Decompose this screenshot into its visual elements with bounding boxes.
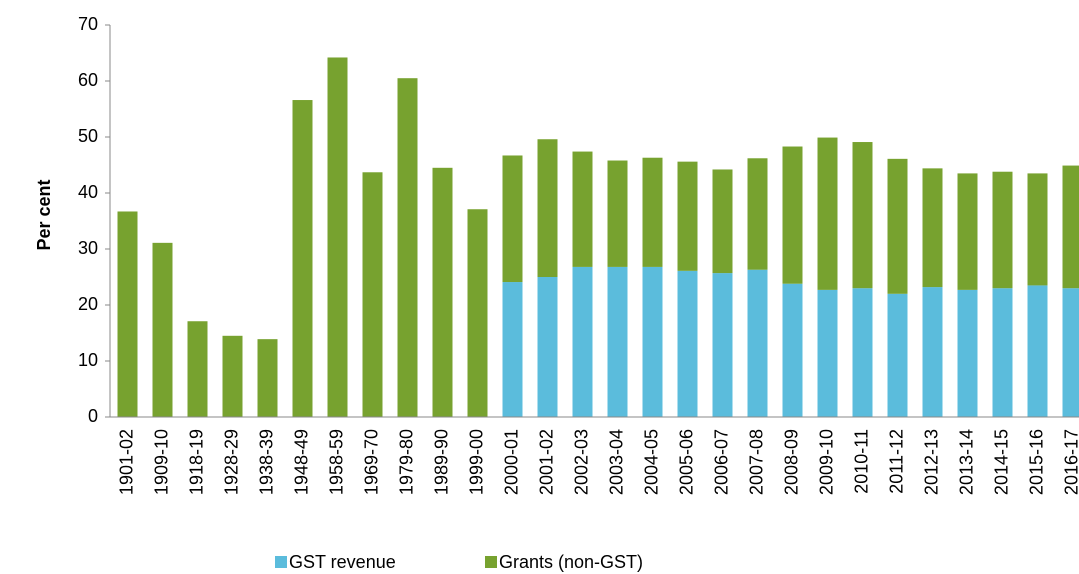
- y-axis-label: Per cent: [34, 179, 54, 250]
- x-tick-label: 2004-05: [641, 429, 661, 495]
- bar-segment: [1027, 285, 1048, 417]
- x-tick-label: 2010-11: [851, 429, 871, 494]
- x-tick-label: 1948-49: [291, 429, 311, 495]
- bar-segment: [397, 78, 418, 417]
- x-tick-label: 2013-14: [956, 429, 976, 495]
- x-tick-label: 2001-02: [536, 429, 556, 495]
- bar-segment: [817, 289, 838, 417]
- y-tick-label: 20: [78, 294, 98, 314]
- bar-segment: [502, 282, 523, 417]
- bar-segment: [257, 339, 278, 417]
- y-tick-label: 30: [78, 238, 98, 258]
- bar-segment: [677, 270, 698, 417]
- bar-segment: [467, 209, 488, 417]
- x-tick-label: 1918-19: [186, 429, 206, 495]
- bar-segment: [782, 146, 803, 284]
- bar-segment: [502, 155, 523, 283]
- x-tick-label: 1999-00: [466, 429, 486, 495]
- bar-segment: [642, 266, 663, 417]
- legend-label: Grants (non-GST): [499, 552, 643, 572]
- x-tick-label: 1928-29: [221, 429, 241, 495]
- bar-segment: [712, 169, 733, 274]
- bar-segment: [222, 335, 243, 417]
- bar-segment: [1027, 173, 1048, 286]
- x-tick-label: 1901-02: [116, 429, 136, 495]
- x-tick-label: 1979-80: [396, 429, 416, 495]
- bar-segment: [887, 158, 908, 294]
- x-tick-label: 2007-08: [746, 429, 766, 495]
- bar-segment: [607, 160, 628, 267]
- bar-segment: [747, 158, 768, 270]
- bar-segment: [117, 211, 138, 417]
- y-tick-label: 10: [78, 350, 98, 370]
- legend-swatch: [485, 556, 497, 568]
- bar-segment: [817, 137, 838, 290]
- legend-swatch: [275, 556, 287, 568]
- bar-segment: [922, 168, 943, 288]
- x-tick-label: 2000-01: [501, 429, 521, 495]
- bar-segment: [362, 172, 383, 417]
- x-tick-label: 2009-10: [816, 429, 836, 495]
- x-tick-label: 2002-03: [571, 429, 591, 495]
- bar-segment: [992, 171, 1013, 289]
- bar-segment: [572, 151, 593, 267]
- bar-segment: [572, 266, 593, 417]
- bar-segment: [607, 266, 628, 417]
- bar-segment: [642, 157, 663, 267]
- y-tick-label: 60: [78, 70, 98, 90]
- bar-segment: [957, 289, 978, 417]
- bar-segment: [432, 167, 453, 417]
- bar-segment: [782, 283, 803, 417]
- x-tick-label: 2014-15: [991, 429, 1011, 495]
- bar-segment: [1062, 165, 1079, 289]
- bar-segment: [537, 277, 558, 417]
- y-tick-label: 70: [78, 14, 98, 34]
- x-tick-label: 1909-10: [151, 429, 171, 495]
- y-tick-label: 0: [88, 406, 98, 426]
- x-tick-label: 2003-04: [606, 429, 626, 495]
- x-tick-label: 2005-06: [676, 429, 696, 495]
- bar-segment: [852, 288, 873, 417]
- bar-segment: [747, 269, 768, 417]
- x-tick-label: 2008-09: [781, 429, 801, 495]
- bar-segment: [187, 321, 208, 417]
- bar-segment: [712, 273, 733, 417]
- bar-segment: [677, 161, 698, 271]
- bar-segment: [327, 57, 348, 417]
- x-tick-label: 1958-59: [326, 429, 346, 495]
- bar-segment: [957, 173, 978, 290]
- x-tick-label: 2016-17: [1061, 429, 1079, 495]
- bar-segment: [1062, 288, 1079, 417]
- x-tick-label: 1938-39: [256, 429, 276, 495]
- bar-segment: [992, 288, 1013, 417]
- x-tick-label: 2012-13: [921, 429, 941, 495]
- y-tick-label: 40: [78, 182, 98, 202]
- legend-label: GST revenue: [289, 552, 396, 572]
- x-tick-label: 1989-90: [431, 429, 451, 495]
- bar-segment: [152, 242, 173, 417]
- bar-segment: [887, 293, 908, 417]
- x-tick-label: 1969-70: [361, 429, 381, 495]
- x-tick-label: 2006-07: [711, 429, 731, 495]
- bar-segment: [852, 142, 873, 289]
- bar-segment: [537, 139, 558, 277]
- y-tick-label: 50: [78, 126, 98, 146]
- x-tick-label: 2011-12: [886, 429, 906, 494]
- bar-segment: [922, 287, 943, 417]
- bar-segment: [292, 100, 313, 417]
- x-tick-label: 2015-16: [1026, 429, 1046, 495]
